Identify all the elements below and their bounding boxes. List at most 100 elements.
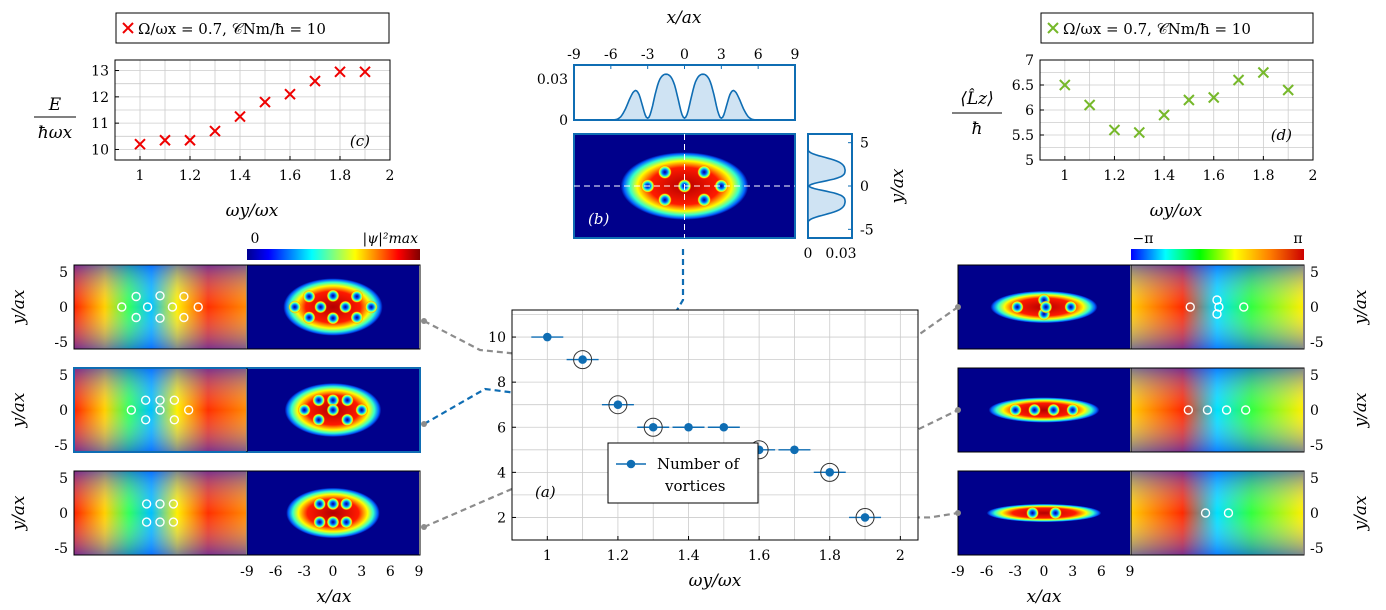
vortex-marker: [1221, 405, 1232, 415]
x-tick-label: 1.6: [748, 548, 770, 564]
data-point: [684, 422, 693, 432]
y-tick-label: 13: [91, 64, 109, 80]
condensate: [986, 503, 1102, 523]
marker-stroke: [1059, 79, 1071, 91]
y-axis-label: y/ax: [9, 392, 29, 428]
vortex-core: [326, 393, 340, 407]
phase-shading: [74, 265, 246, 349]
data-point: [578, 355, 587, 364]
x-tick-label: -9: [240, 564, 254, 580]
y-tick-label: -5: [1310, 335, 1324, 351]
legend-label: vortices: [664, 477, 725, 495]
vortex-marker: [1239, 302, 1249, 312]
y-tick-label: 0.03: [537, 72, 568, 88]
x-tick-label: 2: [386, 168, 395, 184]
y-axis-label: y/ax: [888, 168, 908, 204]
marker-stroke: [1183, 94, 1195, 106]
phase-shading: [1131, 368, 1303, 452]
y-tick-label: -5: [54, 541, 68, 557]
data-point: [1108, 124, 1121, 136]
x-axis-label: ωy/ωx: [1150, 201, 1203, 221]
y-axis-label: E: [48, 95, 62, 115]
x-tick-label: 1: [136, 168, 145, 184]
legend: Number of vortices: [607, 442, 759, 504]
data-point: [209, 125, 221, 137]
x-tick-label: 0: [1040, 564, 1049, 580]
vortex-core: [1010, 300, 1024, 314]
x-tick-label: 1.4: [229, 168, 251, 184]
x-tick-label: 6: [754, 47, 763, 63]
vortex-marker: [1200, 508, 1211, 518]
y-tick-label: 5.5: [1012, 128, 1034, 144]
x-tick-label: -6: [604, 47, 618, 63]
vortex-marker: [131, 291, 141, 302]
x-tick-label: 1.8: [329, 168, 351, 184]
y-tick-label: 4: [497, 465, 506, 481]
vortex-core: [657, 192, 672, 207]
plot-frame: [511, 309, 919, 541]
panel-label: (b): [588, 210, 609, 228]
vortex-core: [1026, 506, 1040, 520]
legend-marker: [122, 22, 134, 34]
colorbar-min-label: −π: [1133, 231, 1154, 247]
vortex-marker: [155, 499, 165, 509]
main-plot: 1 1.2 1.4 1.6 1.8 2 2 4 6 8 10 Number of vortices (a)…: [488, 309, 919, 591]
vortex-core: [288, 300, 302, 314]
connector-anchor: [955, 407, 961, 413]
connector-line: [874, 511, 959, 519]
phase-shading: [74, 471, 246, 555]
x-axis-label: x/ax: [666, 8, 701, 28]
vortex-core: [338, 300, 352, 314]
y-axis-label: y/ax: [9, 289, 29, 325]
density-phase-panels: 0 |ψ|²max −π π 5 0 -5 y/ax 5 0 -5 y/ax 5 0 -5 y/ax 5 0 -5 y…: [9, 231, 1371, 607]
data-point: [1208, 91, 1220, 104]
y-tick-label: 0: [1310, 300, 1319, 316]
density-inset: -9 -6 -3 0 3 6 9 0 0.03 x/ax (b) 5 0 -5 0 0.03 y/ax: [537, 8, 908, 262]
data-point: [860, 513, 870, 522]
data-point: [159, 134, 171, 146]
panel-label: (a): [535, 483, 556, 501]
y-tick-label: 0: [59, 300, 68, 316]
y-tick-label: 6.5: [1012, 78, 1034, 94]
x-tick-label: 0: [680, 47, 689, 63]
data-point: [1232, 74, 1245, 86]
legend-box: [1040, 12, 1314, 44]
vortex-marker: [155, 291, 165, 301]
angular-momentum-plot: 1 1.2 1.4 1.6 1.8 2 5 5.5 6 6.5 7 Ω/ωx = 0.7, 𝒞Nm/ħ…: [952, 12, 1317, 221]
vortex-marker: [1214, 302, 1224, 312]
x-tick-label: 1.6: [279, 168, 301, 184]
x-tick-label: -9: [567, 47, 581, 63]
x-tick-label: 2: [896, 548, 905, 564]
panel-label: (d): [1271, 126, 1292, 144]
y-tick-label: 7: [1025, 53, 1034, 69]
vortex-marker: [141, 499, 152, 509]
y-axis-label: ħωx: [38, 123, 73, 143]
colorbar-max-label: π: [1293, 231, 1302, 247]
x-axis-label: x/ax: [316, 587, 351, 607]
colorbar-max-label: |ψ|²max: [362, 231, 418, 247]
selection-ring: [855, 507, 875, 527]
marker-stroke: [1083, 99, 1096, 111]
data-point: [184, 134, 196, 146]
legend: Ω/ωx = 0.7, 𝒞Nm/ħ = 10: [115, 12, 390, 44]
data-point: [825, 468, 835, 477]
connector-anchor: [955, 510, 961, 516]
legend-marker: [626, 459, 636, 469]
vortex-core: [313, 515, 327, 529]
data-point: [259, 96, 271, 108]
y-tick-label: 0: [59, 403, 68, 419]
vortex-core: [1048, 506, 1062, 520]
plot-area: [512, 310, 918, 540]
y-tick-label: 0: [559, 113, 568, 129]
x-tick-label: 9: [1126, 564, 1135, 580]
marker-stroke: [209, 125, 221, 137]
vortex-marker: [155, 313, 165, 323]
x-tick-label: 6: [1097, 564, 1106, 580]
vortex-core: [1039, 300, 1053, 314]
marker-stroke: [1108, 124, 1121, 136]
y-tick-label: 6: [1025, 103, 1034, 119]
vortex-marker: [140, 415, 151, 425]
vortex-marker: [131, 312, 141, 323]
density-profile-x: [610, 73, 759, 121]
phase-shading: [1131, 471, 1303, 555]
